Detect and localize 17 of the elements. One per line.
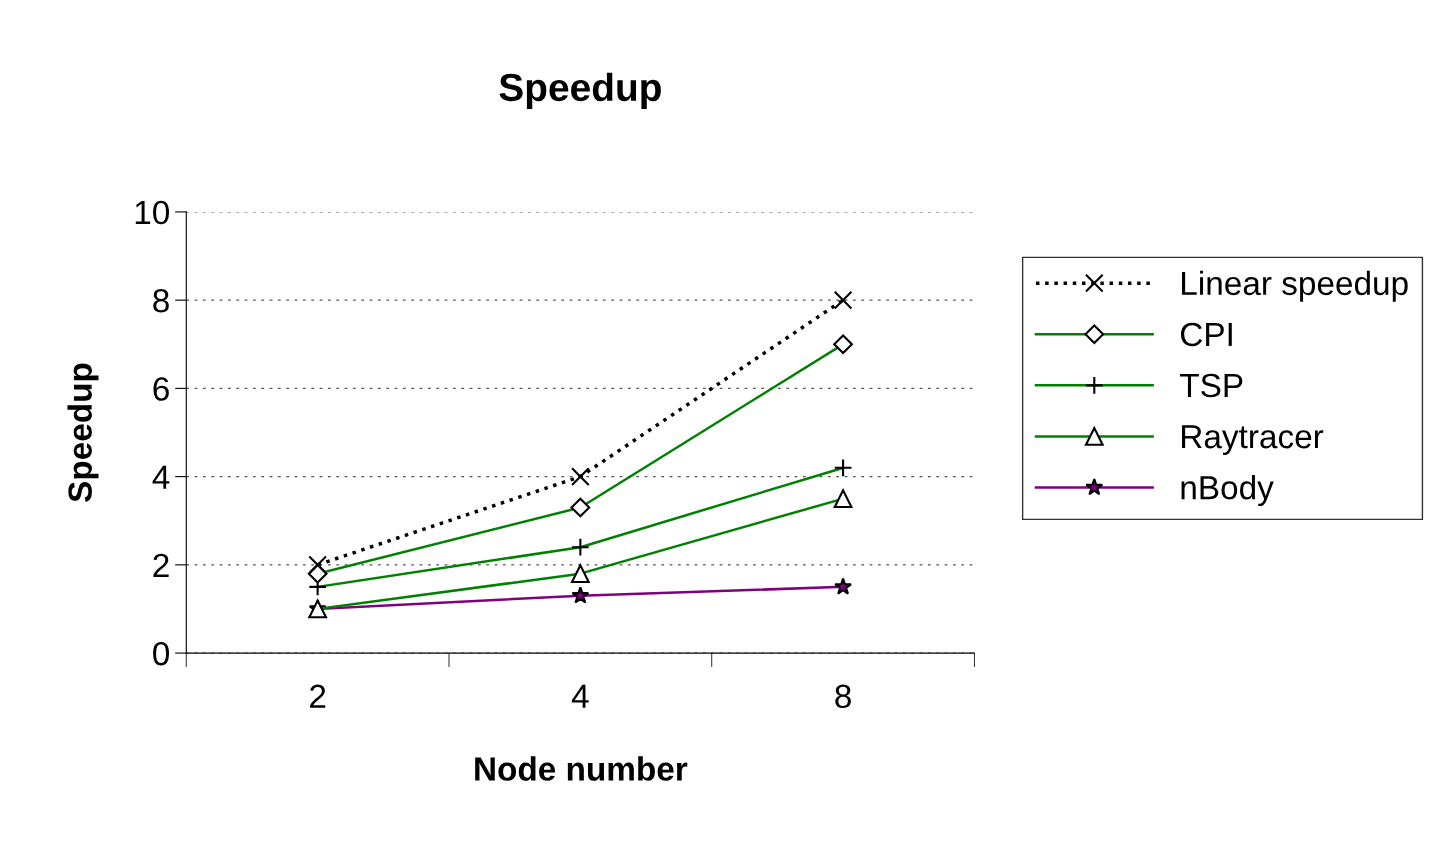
y-tick-label: 10 xyxy=(135,200,170,225)
y-tick-label: 2 xyxy=(153,553,169,577)
x-tick-label: 8 xyxy=(835,684,851,709)
legend-label: CPI xyxy=(1180,322,1232,347)
y-tick-label: 6 xyxy=(153,377,169,401)
y-tick-label: 4 xyxy=(152,465,170,489)
y-tick-label: 0 xyxy=(153,641,170,666)
x-tick-label: 4 xyxy=(571,684,589,708)
x-tick-label: 2 xyxy=(310,684,326,708)
legend-label: Linear speedup xyxy=(1182,270,1408,302)
x-axis-title: Node number xyxy=(475,756,688,781)
y-tick-label: 8 xyxy=(153,288,169,313)
chart-title: Speedup xyxy=(499,72,661,109)
y-axis-title: Speedup xyxy=(67,363,99,502)
legend-label: TSP xyxy=(1180,373,1243,398)
legend-label: Raytracer xyxy=(1182,425,1324,455)
legend-label: nBody xyxy=(1181,474,1274,507)
